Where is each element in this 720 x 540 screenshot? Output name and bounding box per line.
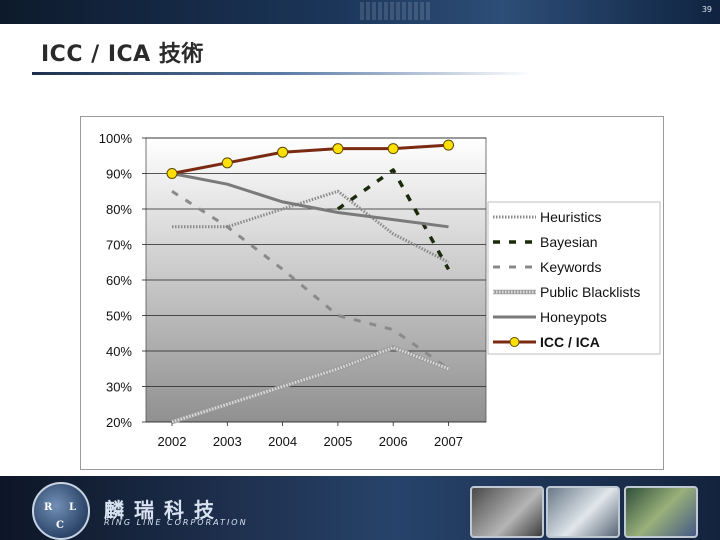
legend-item-honeypots: Honeypots	[493, 309, 607, 325]
footer-photo-landscape	[624, 486, 698, 538]
legend-box	[487, 201, 661, 355]
series-line-honeypots	[171, 172, 449, 229]
logo-letter-r: R	[44, 502, 53, 513]
legend-item-icc-ica: ICC / ICA	[493, 334, 600, 350]
x-tick-label: 2005	[323, 434, 352, 449]
x-tick-label: 2007	[434, 434, 463, 449]
y-tick-label: 40%	[106, 344, 132, 359]
data-point-icc-ica	[221, 157, 233, 169]
y-tick-label: 20%	[106, 415, 132, 430]
data-point-icc-ica	[332, 143, 344, 155]
footer-photo-meeting	[546, 486, 620, 538]
y-tick-label: 80%	[106, 202, 132, 217]
legend-item-keywords: Keywords	[493, 259, 601, 275]
series-icc-ica	[166, 139, 454, 179]
data-point-icc-ica	[387, 143, 399, 155]
logo-letter-l: L	[69, 502, 77, 513]
series-line-bayesian	[336, 168, 451, 271]
logo-letter-c: C	[56, 520, 64, 531]
series-line-heuristics	[172, 189, 450, 264]
series-keywords	[171, 190, 450, 371]
banner-pattern	[360, 2, 430, 20]
top-banner: 39	[0, 0, 720, 24]
x-tick-label: 2004	[268, 434, 297, 449]
slide-title: ICC / ICA 技術	[41, 42, 204, 67]
y-tick-label: 50%	[106, 309, 132, 324]
series-bayesian	[336, 168, 451, 271]
legend-label: Keywords	[540, 259, 601, 275]
legend-item-heuristics: Heuristics	[493, 209, 601, 225]
series-public-blacklists	[171, 345, 450, 425]
data-point-icc-ica	[277, 146, 289, 158]
series-line-public-blacklists	[171, 346, 450, 424]
series-line-icc-ica	[171, 143, 449, 175]
series-honeypots	[171, 172, 449, 229]
legend-marker	[509, 337, 520, 347]
x-tick-label: 2002	[158, 434, 187, 449]
company-name: 麟瑞科技	[104, 498, 224, 522]
y-tick-label: 70%	[106, 238, 132, 253]
x-tick-label: 2003	[213, 434, 242, 449]
title-underline	[32, 72, 532, 75]
legend-item-public-blacklists: Public Blacklists	[493, 284, 640, 300]
legend-label: Bayesian	[540, 234, 598, 250]
y-tick-label: 60%	[106, 273, 132, 288]
page-number: 39	[701, 5, 712, 14]
legend-label: Honeypots	[540, 309, 607, 325]
y-tick-label: 100%	[99, 131, 133, 146]
series-line-keywords	[171, 190, 450, 371]
footer-photo-people	[470, 486, 544, 538]
legend-label: ICC / ICA	[540, 334, 600, 350]
y-tick-label: 30%	[106, 380, 132, 395]
legend-item-bayesian: Bayesian	[493, 234, 598, 250]
data-point-icc-ica	[166, 168, 178, 179]
company-logo: R L C	[32, 482, 90, 540]
x-tick-label: 2006	[379, 434, 408, 449]
data-point-icc-ica	[443, 139, 454, 151]
y-tick-label: 90%	[106, 167, 132, 182]
legend-label: Public Blacklists	[540, 284, 640, 300]
line-chart: 100% 90% 80% 70% 60% 50% 40% 30% 20% 2002 2003 200…	[99, 131, 661, 449]
legend-label: Heuristics	[540, 209, 601, 225]
series-heuristics	[172, 189, 450, 264]
company-subtitle: RING LINE CORPORATION	[104, 518, 248, 527]
